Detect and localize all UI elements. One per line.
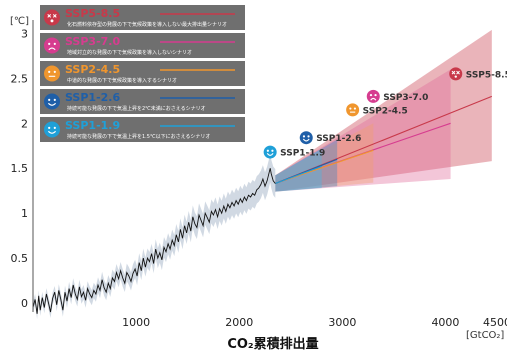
legend-label: SSP1-2.6 <box>65 91 120 104</box>
dizzy-face-icon <box>44 9 60 26</box>
annotation-label: SSP3-7.0 <box>383 93 428 103</box>
legend-description: 地域対立的な発展の下で気候政策を導入しないシナリオ <box>67 49 192 56</box>
smiling-face-icon <box>299 131 313 145</box>
legend-description: 化石燃料依存型の発展の下で気候政策を導入しない最大排出量シナリオ <box>67 21 227 28</box>
legend-description: 持続可能な発展の下で気温上昇を1.5℃以下におさえるシナリオ <box>67 133 210 140</box>
sad-face-icon <box>44 37 60 54</box>
annotation-label: SSP1-2.6 <box>316 134 361 144</box>
y-tick-label: 1.5 <box>11 162 29 175</box>
band-ssp5-8-5 <box>275 29 492 192</box>
legend-item-background <box>40 117 245 142</box>
x-tick-label: 2000 <box>225 316 253 329</box>
annotation-ssp2-4-5: SSP2-4.5 <box>346 103 408 117</box>
legend-item-background <box>40 61 245 86</box>
y-tick-label: 1 <box>21 207 28 220</box>
x-axis-title: CO₂累積排出量 <box>227 336 318 352</box>
legend-item-background <box>40 89 245 114</box>
historical-band <box>33 154 276 320</box>
legend-item-background <box>40 5 245 30</box>
x-tick-label: 3000 <box>328 316 356 329</box>
y-tick-label: 2.5 <box>11 72 29 85</box>
legend-description: 持続可能な発展の下で気温上昇を2℃未満におさえるシナリオ <box>67 105 206 112</box>
annotation-label: SSP2-4.5 <box>363 106 408 116</box>
annotation-ssp5-8-5: SSP5-8.5 <box>449 67 507 81</box>
legend-label: SSP5-8.5 <box>65 7 120 20</box>
y-unit-label: [℃] <box>10 16 29 27</box>
x-unit-label: [GtCO₂] <box>466 330 504 341</box>
y-tick-label: 0 <box>21 297 28 310</box>
legend-description: 中道的な発展の下で気候政策を導入するシナリオ <box>67 77 177 84</box>
y-tick-labels: 0 0.5 1 1.5 2 2.5 3 <box>11 27 29 310</box>
neutral-face-icon <box>346 103 360 117</box>
legend-item-background <box>40 33 245 58</box>
mean-line-ssp1-1-9 <box>275 165 322 185</box>
annotation-ssp1-2-6: SSP1-2.6 <box>299 131 361 145</box>
annotation-ssp3-7-0: SSP3-7.0 <box>366 89 428 103</box>
y-tick-label: 3 <box>21 27 28 40</box>
annotation-label: SSP5-8.5 <box>466 70 507 80</box>
annotation-label: SSP1-1.9 <box>280 149 325 159</box>
y-tick-label: 2 <box>21 117 28 130</box>
legend-label: SSP2-4.5 <box>65 63 120 76</box>
scenario-bands <box>275 29 492 192</box>
band-ssp3-7-0 <box>275 69 451 192</box>
historical-line-group <box>32 168 276 314</box>
y-tick-label: 0.5 <box>11 252 29 265</box>
sad-face-icon <box>366 89 380 103</box>
historical-line <box>32 168 276 314</box>
scenario-mean-lines <box>275 95 493 185</box>
annotation-ssp1-1-9: SSP1-1.9 <box>263 145 325 159</box>
scenario-annotations: SSP5-8.5 SSP3-7.0 SSP2-4.5 SSP1-2.6 SSP1-1.9 <box>263 67 507 159</box>
happy-face-icon <box>263 145 277 159</box>
historical-uncertainty-band <box>33 154 276 320</box>
happy-face-icon <box>44 121 60 138</box>
legend: SSP5-8.5化石燃料依存型の発展の下で気候政策を導入しない最大排出量シナリオ… <box>40 5 245 142</box>
neutral-face-icon <box>44 65 60 82</box>
legend-label: SSP1-1.9 <box>65 119 120 132</box>
legend-label: SSP3-7.0 <box>65 35 120 48</box>
x-tick-label: 4000 <box>431 316 459 329</box>
dizzy-face-icon <box>449 67 463 81</box>
band-ssp1-1-9 <box>275 148 322 192</box>
smiling-face-icon <box>44 93 60 110</box>
x-tick-label: 1000 <box>122 316 150 329</box>
